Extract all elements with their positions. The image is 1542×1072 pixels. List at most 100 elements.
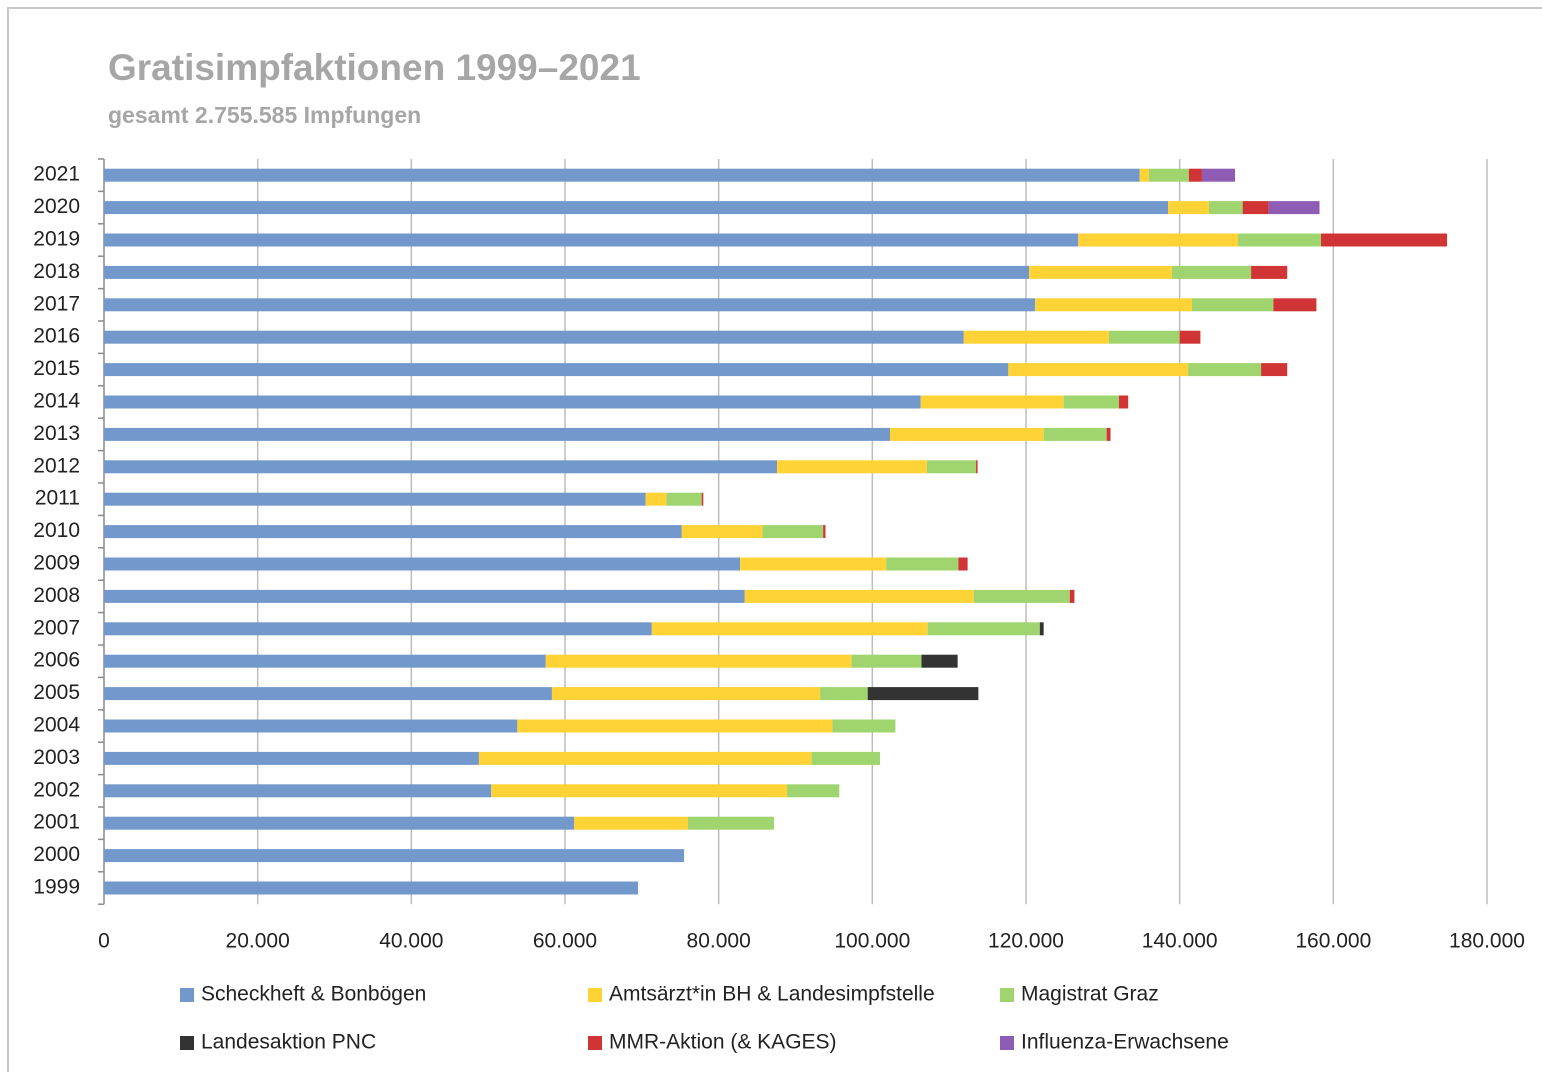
bar-segment <box>687 816 774 830</box>
bar-segment <box>701 492 704 506</box>
bar-segment <box>1035 298 1192 312</box>
bar-segment <box>104 201 1169 215</box>
bar-segment <box>1148 168 1189 182</box>
bar-segment <box>787 784 840 798</box>
y-tick-label: 2016 <box>33 325 80 348</box>
bar-segment <box>104 654 546 668</box>
bar-segment <box>920 395 1064 409</box>
bar-segment <box>832 719 896 733</box>
bar-segment <box>1118 395 1129 409</box>
bar-segment <box>104 363 1009 377</box>
bar-segment <box>651 622 928 636</box>
bar-segment <box>1039 622 1044 636</box>
bar-segment <box>921 654 958 668</box>
y-tick-label: 2018 <box>33 260 80 283</box>
y-tick-label: 2000 <box>33 843 80 866</box>
chart-title: Gratisimpfaktionen 1999–2021 <box>108 47 641 88</box>
frame <box>7 7 1542 1072</box>
y-tick-label: 2020 <box>33 195 80 218</box>
bar-segment <box>491 784 788 798</box>
bar-segment <box>104 460 778 474</box>
y-tick-label: 2009 <box>33 552 80 575</box>
bar-segment <box>867 687 979 701</box>
bar-segment <box>104 395 921 409</box>
legend-swatch <box>1000 988 1014 1002</box>
bar-segment <box>851 654 922 668</box>
bar-segment <box>1273 298 1317 312</box>
bar-segment <box>104 427 891 441</box>
bar-segment <box>681 525 763 539</box>
x-tick-label: 160.000 <box>1295 930 1371 953</box>
bar-segment <box>104 589 745 603</box>
bar-segment <box>1179 330 1201 344</box>
bar-segment <box>1251 265 1288 279</box>
bar-segment <box>1242 201 1269 215</box>
bar-segment <box>104 816 575 830</box>
bar-segment <box>104 719 518 733</box>
y-tick-label: 2011 <box>35 487 80 510</box>
x-tick-label: 180.000 <box>1449 930 1525 953</box>
bar-segment <box>104 622 652 636</box>
bar-segment <box>545 654 852 668</box>
y-tick-label: 2006 <box>33 649 80 672</box>
bar-segment <box>927 622 1040 636</box>
bar-segment <box>104 751 479 765</box>
legend-swatch <box>588 988 602 1002</box>
y-tick-label: 2003 <box>33 746 80 769</box>
bar-segment <box>740 557 887 571</box>
x-tick-label: 60.000 <box>533 930 597 953</box>
bar-segment <box>104 557 741 571</box>
y-tick-label: 2017 <box>33 292 80 315</box>
bar-segment <box>963 330 1109 344</box>
bar-segment <box>1238 233 1322 247</box>
bar-segment <box>1106 427 1111 441</box>
bar-segment <box>1188 363 1262 377</box>
legend-label: MMR-Aktion (& KAGES) <box>609 1031 837 1054</box>
legend-label: Scheckheft & Bonbögen <box>201 983 426 1006</box>
bar-segment <box>104 168 1140 182</box>
legend-swatch <box>1000 1036 1014 1050</box>
bar-segment <box>926 460 977 474</box>
y-tick-label: 2001 <box>33 811 80 834</box>
y-tick-label: 2012 <box>33 454 80 477</box>
y-tick-label: 2013 <box>33 422 80 445</box>
y-tick-label: 2008 <box>33 584 80 607</box>
legend-swatch <box>180 988 194 1002</box>
bar-segment <box>645 492 667 506</box>
bar-segment <box>104 881 638 895</box>
legend-label: Influenza-Erwachsene <box>1021 1031 1229 1054</box>
bar-segment <box>762 525 824 539</box>
bar-segment <box>890 427 1044 441</box>
y-tick-label: 2005 <box>33 681 80 704</box>
bar-segment <box>551 687 821 701</box>
bar-segment <box>811 751 881 765</box>
bar-segment <box>574 816 688 830</box>
bar-segment <box>1078 233 1239 247</box>
bar-segment <box>478 751 812 765</box>
y-tick-label: 2021 <box>33 163 80 186</box>
bar-segment <box>1188 168 1202 182</box>
legend-label: Landesaktion PNC <box>201 1031 376 1054</box>
bar-segment <box>104 849 685 863</box>
x-tick-label: 40.000 <box>379 930 443 953</box>
bar-segment <box>1063 395 1119 409</box>
y-tick-label: 2019 <box>33 228 80 251</box>
bar-segment <box>666 492 702 506</box>
bar-segment <box>104 298 1036 312</box>
bar-segment <box>104 330 964 344</box>
y-tick-label: 2002 <box>33 778 80 801</box>
bar-segment <box>1008 363 1189 377</box>
bar-segment <box>744 589 974 603</box>
x-tick-label: 140.000 <box>1142 930 1218 953</box>
y-tick-label: 1999 <box>33 876 80 899</box>
y-tick-label: 2014 <box>33 390 80 413</box>
x-tick-label: 0 <box>98 930 110 953</box>
bar-segment <box>886 557 959 571</box>
x-tick-label: 80.000 <box>687 930 751 953</box>
bar-segment <box>104 233 1079 247</box>
legend-swatch <box>588 1036 602 1050</box>
bar-segment <box>104 784 492 798</box>
bar-segment <box>1069 589 1075 603</box>
y-tick-label: 2010 <box>33 519 80 542</box>
